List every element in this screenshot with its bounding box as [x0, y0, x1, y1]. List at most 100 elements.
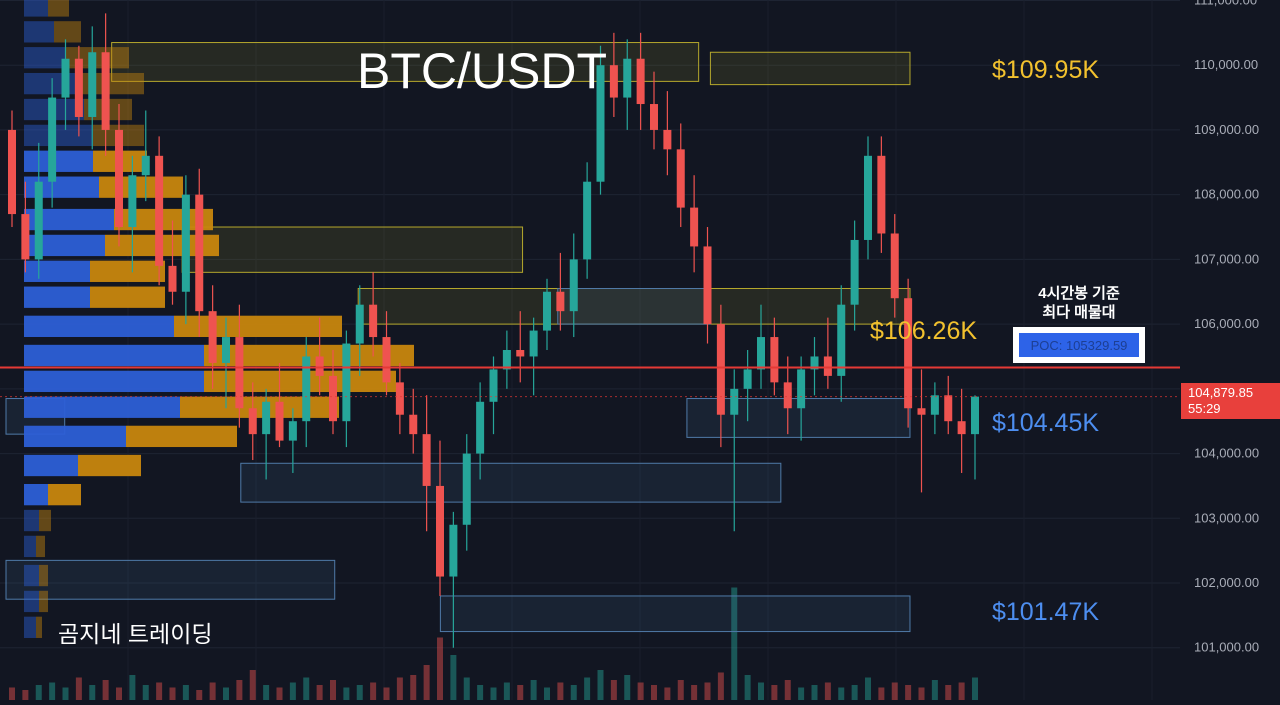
volume-bar [423, 665, 430, 700]
candle-body [302, 356, 311, 422]
price-tick-label: 104,000.00 [1194, 446, 1259, 461]
candle-body [703, 246, 712, 325]
volume-bar [717, 672, 724, 700]
supply-zone [357, 288, 911, 325]
volume-profile-buy [24, 0, 48, 17]
volume-bar [116, 687, 122, 700]
volume-bar [704, 682, 711, 700]
volume-bar [838, 687, 845, 700]
candle-body [315, 356, 324, 376]
volume-bar [851, 685, 858, 700]
volume-profile-buy [24, 124, 93, 147]
poc-label-box: POC: 105329.59 [1013, 327, 1145, 363]
volume-bar [731, 587, 738, 700]
price-tick-label: 107,000.00 [1194, 251, 1259, 266]
volume-bar [744, 675, 751, 700]
volume-profile-buy [24, 260, 90, 282]
volume-bar [35, 685, 42, 700]
volume-bar [878, 687, 885, 700]
volume-bar [570, 685, 577, 700]
candle-body [409, 414, 418, 435]
volume-bar [316, 685, 323, 700]
volume-bar [9, 687, 15, 700]
volume-bar [677, 680, 684, 700]
price-axis: 111,000.00 110,000.00 109,000.00 108,000.00… [1194, 0, 1259, 655]
candle-body [449, 524, 458, 577]
volume-bar [196, 690, 203, 700]
candle-body [650, 104, 658, 130]
candle-body [168, 265, 177, 292]
candle-body [288, 421, 297, 441]
candle-body [369, 304, 378, 338]
volume-bar [410, 675, 417, 700]
candle-body [944, 395, 953, 422]
level-label-106-26k: $106.26K [870, 317, 977, 345]
candle-body [529, 330, 538, 357]
candle-body [917, 408, 926, 415]
demand-zone [439, 595, 911, 633]
volume-bar [249, 670, 256, 700]
volume-bar [142, 685, 149, 700]
chart-title: BTC/USDT [357, 43, 607, 99]
volume-bars-layer [9, 587, 978, 700]
volume-profile-sell [36, 616, 42, 638]
volume-bar [517, 685, 524, 700]
volume-profile-buy [24, 150, 93, 172]
volume-profile-buy [24, 234, 105, 257]
candle-body [342, 343, 351, 422]
candle-body [88, 52, 97, 117]
current-price-value: 104,879.85 [1188, 385, 1253, 400]
candle-body [275, 401, 284, 441]
candle-body [502, 350, 511, 370]
volume-profile-buy [24, 590, 39, 613]
candle-body [823, 356, 832, 376]
volume-bar [784, 680, 791, 700]
candle-body [971, 396, 979, 435]
volume-bar [156, 682, 163, 700]
volume-profile-buy [24, 47, 66, 69]
candle-body [422, 434, 431, 486]
volume-bar [343, 687, 350, 700]
volume-bar [276, 687, 283, 700]
volume-bar [584, 677, 591, 700]
candles-layer [8, 13, 979, 648]
candle-body [21, 214, 30, 260]
volume-profile-sell [99, 176, 183, 198]
volume-profile-buy [24, 370, 204, 393]
volume-bar [958, 682, 965, 700]
volume-profile-sell [204, 344, 414, 367]
candle-body [690, 207, 699, 247]
candle-body [583, 181, 592, 260]
volume-bar [396, 677, 403, 700]
volume-bar [637, 682, 644, 700]
volume-bar [330, 680, 336, 700]
candle-body [730, 388, 739, 415]
candle-body [930, 395, 939, 415]
volume-profile-sell [126, 425, 237, 448]
volume-profile-sell [204, 370, 396, 393]
candle-body [489, 369, 498, 402]
volume-bar [223, 687, 229, 700]
candle-body [716, 324, 725, 415]
volume-bar [437, 637, 443, 700]
volume-bar [597, 670, 604, 700]
volume-bar [102, 680, 109, 700]
volume-profile-sell [48, 0, 69, 17]
candle-body [810, 356, 819, 370]
volume-bar [22, 690, 29, 700]
volume-bar [49, 682, 56, 700]
candle-countdown: 55:29 [1188, 401, 1221, 416]
demand-zone [5, 559, 336, 600]
volume-profile-buy [24, 286, 90, 308]
level-label-101-47k: $101.47K [992, 598, 1099, 626]
volume-bar [383, 687, 390, 700]
candle-body [74, 58, 83, 117]
candle-body [436, 485, 444, 577]
candle-body [877, 155, 886, 234]
volume-bar [209, 682, 216, 700]
volume-bar [129, 675, 136, 700]
candle-body [34, 181, 43, 260]
volume-bar [477, 685, 484, 700]
